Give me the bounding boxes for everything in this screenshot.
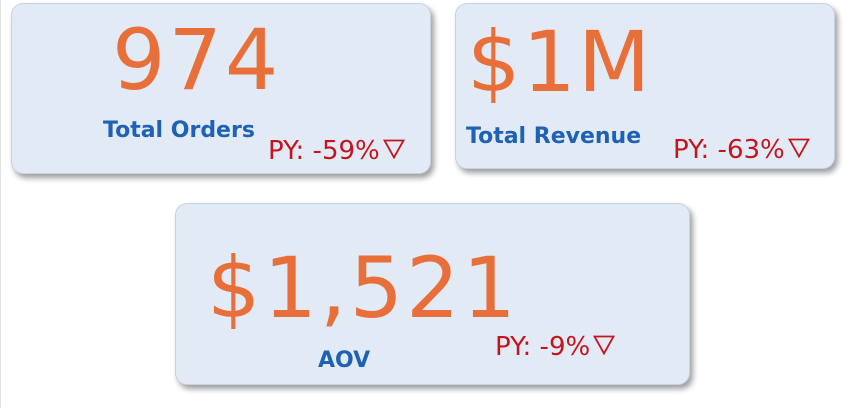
prior-year-delta: PY: -59% (268, 138, 405, 164)
kpi-label: AOV (318, 348, 371, 373)
prior-year-delta-text: PY: -63% (673, 135, 785, 165)
prior-year-delta-text: PY: -59% (268, 136, 380, 166)
prior-year-delta-text: PY: -9% (495, 332, 591, 362)
kpi-label: Total Orders (103, 118, 255, 143)
kpi-value: $1,521 (207, 239, 519, 337)
triangle-down-icon (593, 334, 616, 360)
triangle-down-icon (787, 137, 810, 163)
kpi-card-total-revenue[interactable]: $1M Total Revenue PY: -63% (455, 3, 835, 169)
triangle-down-icon (382, 138, 405, 164)
kpi-card-aov[interactable]: $1,521 AOV PY: -9% (175, 203, 690, 385)
kpi-value: $1M (467, 13, 653, 111)
kpi-label: Total Revenue (466, 124, 642, 149)
kpi-value: 974 (112, 11, 282, 109)
prior-year-delta: PY: -63% (673, 137, 810, 163)
kpi-card-total-orders[interactable]: 974 Total Orders PY: -59% (11, 3, 431, 174)
page-left-border (0, 0, 1, 408)
prior-year-delta: PY: -9% (495, 332, 616, 362)
